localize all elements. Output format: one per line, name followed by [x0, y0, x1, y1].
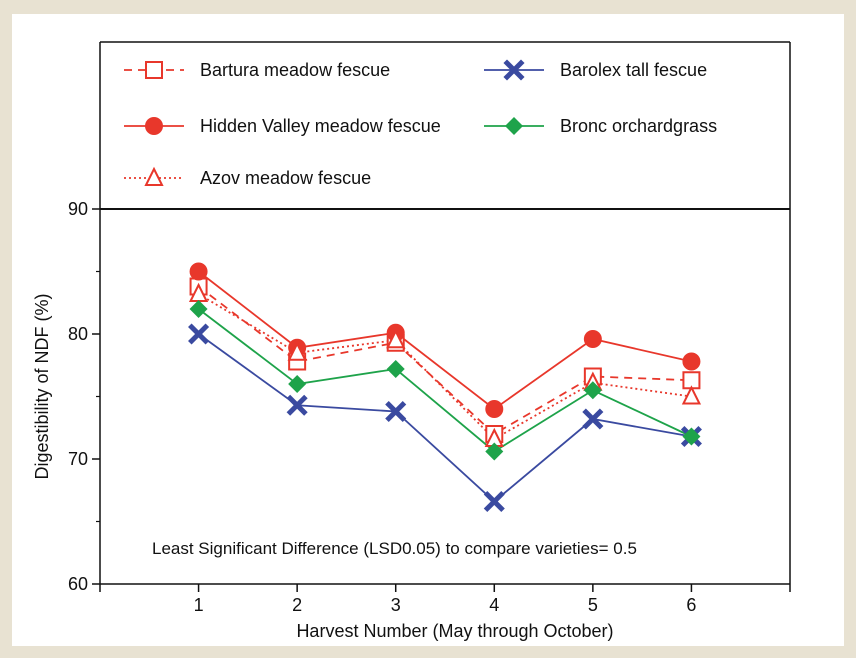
x-tick-label: 4 [489, 595, 499, 615]
series-line-1 [198, 270, 692, 411]
legend-label: Azov meadow fescue [200, 168, 371, 188]
data-point-series-1 [485, 400, 504, 418]
series-line-0 [198, 285, 692, 436]
x-tick-label: 3 [391, 595, 401, 615]
y-tick-label: 80 [68, 324, 88, 344]
data-point-series-4 [189, 300, 208, 318]
y-axis-label: Digestibility of NDF (%) [32, 293, 52, 479]
data-point-series-4 [386, 360, 405, 378]
data-point-series-4 [288, 375, 307, 393]
legend-label: Bronc orchardgrass [560, 116, 717, 136]
data-point-series-2 [681, 385, 702, 405]
legend-marker [145, 117, 163, 135]
x-tick-label: 6 [686, 595, 696, 615]
legend-label: Barolex tall fescue [560, 60, 707, 80]
data-point-series-4 [682, 427, 701, 446]
data-point-series-3 [483, 490, 505, 513]
data-point-series-2 [386, 329, 406, 349]
data-point-series-4 [583, 381, 602, 400]
legend-marker [145, 61, 163, 79]
x-tick-label: 5 [588, 595, 598, 615]
legend-marker [505, 117, 523, 135]
legend-label: Hidden Valley meadow fescue [200, 116, 441, 136]
x-tick-label: 1 [194, 595, 204, 615]
series-line-2 [198, 293, 692, 441]
y-tick-label: 90 [68, 199, 88, 219]
legend-marker [144, 166, 164, 186]
series-line-3 [198, 333, 692, 503]
legend-marker [503, 59, 525, 81]
data-point-series-1 [583, 330, 602, 348]
series-line-4 [198, 308, 692, 453]
chart: 60 70 80 90 1 2 3 4 5 6 Harvest Number (May throug… [32, 41, 791, 641]
data-point-series-3 [286, 394, 308, 416]
data-point-series-1 [682, 352, 701, 371]
data-point-series-3 [385, 400, 407, 423]
data-point-series-2 [287, 341, 307, 361]
legend-label: Bartura meadow fescue [200, 60, 390, 80]
lsd-annotation: Least Significant Difference (LSD0.05) t… [152, 539, 637, 558]
data-point-series-4 [485, 442, 504, 461]
x-axis-label: Harvest Number (May through October) [296, 621, 613, 641]
y-tick-label: 60 [68, 574, 88, 594]
data-point-series-3 [582, 408, 604, 430]
chart-panel: 60 70 80 90 1 2 3 4 5 6 Harvest Number (May throug… [12, 14, 844, 646]
data-point-series-3 [188, 323, 210, 345]
y-tick-label: 70 [68, 449, 88, 469]
x-tick-label: 2 [292, 595, 302, 615]
data-point-series-1 [189, 262, 208, 281]
